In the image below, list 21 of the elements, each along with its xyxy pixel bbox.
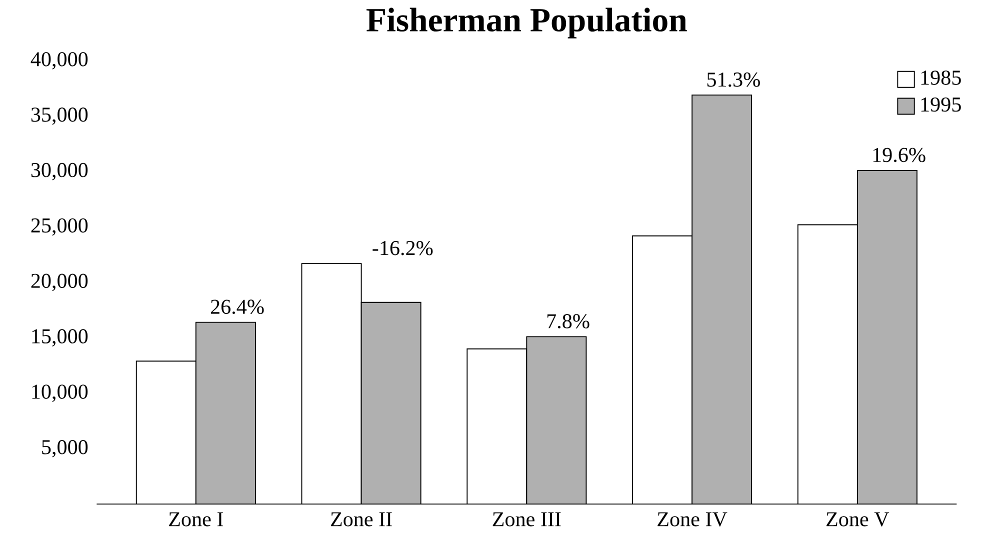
y-tick-label: 30,000	[31, 162, 88, 180]
y-tick-label: 35,000	[31, 107, 88, 125]
x-tick-label: Zone III	[492, 512, 561, 526]
y-tick-label: 10,000	[32, 384, 88, 402]
y-tick-label: 20,000	[31, 274, 88, 291]
x-tick-label: Zone I	[169, 512, 223, 526]
y-tick-label: 5,000	[42, 440, 88, 458]
x-tick-label: Zone IV	[658, 512, 728, 526]
legend-label: 1985	[921, 70, 961, 85]
y-tick-label: 15,000	[32, 329, 88, 346]
x-tick-label: Zone II	[330, 512, 392, 526]
x-tick-label: Zone V	[826, 512, 890, 526]
annotation: 26.4%	[210, 300, 264, 314]
legend-label: 1995	[921, 97, 961, 112]
y-tick-label: 25,000	[31, 218, 88, 236]
y-tick-label: 40,000	[30, 52, 88, 70]
chart-title: Fisherman Population	[366, 8, 687, 38]
annotation: 7.8%	[547, 314, 590, 328]
annotation: 19.6%	[873, 148, 926, 162]
annotation: -16.2%	[372, 240, 433, 256]
annotation: 51.3%	[707, 72, 760, 87]
